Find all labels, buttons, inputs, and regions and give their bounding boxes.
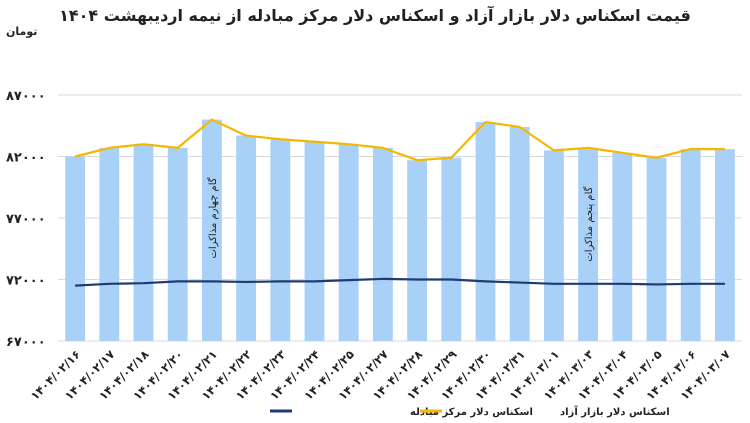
y-tick-label: ۸۷۰۰۰ bbox=[6, 89, 46, 104]
y-unit-label: تومان bbox=[6, 25, 38, 38]
bar bbox=[509, 126, 530, 341]
bar bbox=[270, 139, 291, 341]
legend-label: اسکناس دلار بازار آزاد bbox=[560, 405, 670, 418]
bar bbox=[714, 149, 735, 341]
bar bbox=[99, 147, 120, 341]
y-tick-label: ۸۲۰۰۰ bbox=[6, 151, 46, 166]
series-line bbox=[75, 277, 725, 287]
series-line bbox=[74, 118, 725, 162]
bar bbox=[543, 150, 564, 341]
bar bbox=[475, 122, 496, 341]
annotation-label: گام چهارم مذاکرات bbox=[207, 177, 219, 258]
bar bbox=[646, 157, 667, 341]
bar bbox=[612, 152, 633, 341]
bar bbox=[201, 119, 222, 341]
chart-title: قیمت اسکناس دلار بازار آزاد و اسکناس دلا… bbox=[59, 6, 691, 25]
bar bbox=[133, 144, 154, 341]
bar bbox=[407, 160, 428, 341]
bar bbox=[441, 157, 462, 341]
bar bbox=[65, 156, 86, 341]
bar bbox=[236, 135, 257, 341]
annotation-label: گام پنجم مذاکرات bbox=[583, 186, 595, 261]
legend-label: اسکناس دلار مرکز مبادله bbox=[410, 407, 533, 418]
bar bbox=[167, 147, 188, 341]
bar bbox=[304, 141, 325, 341]
bar bbox=[372, 147, 393, 341]
y-tick-label: ۷۷۰۰۰ bbox=[6, 212, 46, 227]
bar bbox=[578, 147, 599, 341]
y-tick-label: ۶۷۰۰۰ bbox=[6, 335, 46, 350]
y-tick-label: ۷۲۰۰۰ bbox=[6, 274, 46, 289]
bar bbox=[680, 149, 701, 341]
bar bbox=[338, 144, 359, 341]
